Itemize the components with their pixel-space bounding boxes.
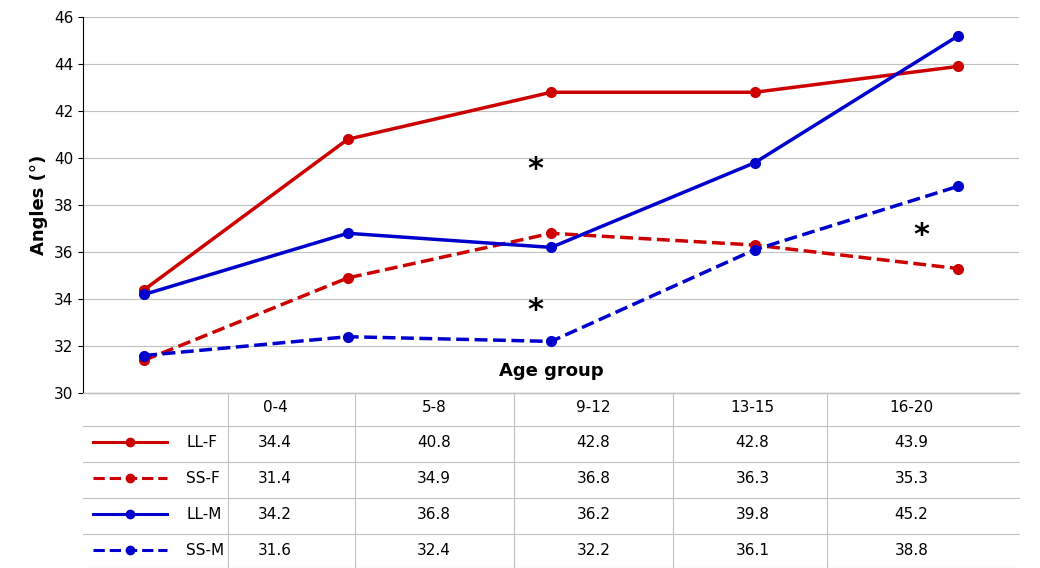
Text: 16-20: 16-20 bbox=[889, 400, 934, 415]
Text: 32.4: 32.4 bbox=[417, 542, 451, 558]
Text: 40.8: 40.8 bbox=[417, 435, 451, 450]
Text: *: * bbox=[913, 221, 930, 250]
Text: 34.4: 34.4 bbox=[258, 435, 292, 450]
Text: LL-F: LL-F bbox=[186, 435, 217, 450]
Text: 35.3: 35.3 bbox=[894, 471, 929, 486]
Text: 34.9: 34.9 bbox=[417, 471, 451, 486]
Text: 45.2: 45.2 bbox=[894, 507, 929, 521]
Text: 36.1: 36.1 bbox=[735, 542, 770, 558]
Text: *: * bbox=[527, 155, 543, 185]
Text: 42.8: 42.8 bbox=[576, 435, 610, 450]
Text: 5-8: 5-8 bbox=[422, 400, 446, 415]
Text: 31.4: 31.4 bbox=[258, 471, 292, 486]
Text: 32.2: 32.2 bbox=[576, 542, 610, 558]
Text: 13-15: 13-15 bbox=[730, 400, 775, 415]
Text: 43.9: 43.9 bbox=[894, 435, 929, 450]
Text: 36.3: 36.3 bbox=[735, 471, 770, 486]
Text: Age group: Age group bbox=[499, 362, 603, 380]
Text: SS-M: SS-M bbox=[186, 542, 225, 558]
Text: 9-12: 9-12 bbox=[576, 400, 610, 415]
Text: 38.8: 38.8 bbox=[894, 542, 929, 558]
Text: 36.2: 36.2 bbox=[576, 507, 610, 521]
Text: 39.8: 39.8 bbox=[735, 507, 770, 521]
Text: LL-M: LL-M bbox=[186, 507, 222, 521]
Text: 42.8: 42.8 bbox=[735, 435, 770, 450]
Text: SS-F: SS-F bbox=[186, 471, 219, 486]
Text: 34.2: 34.2 bbox=[258, 507, 292, 521]
Text: 0-4: 0-4 bbox=[263, 400, 287, 415]
Text: *: * bbox=[527, 296, 543, 325]
Text: 31.6: 31.6 bbox=[258, 542, 292, 558]
Y-axis label: Angles (°): Angles (°) bbox=[30, 155, 49, 255]
Text: 36.8: 36.8 bbox=[576, 471, 610, 486]
Text: 36.8: 36.8 bbox=[417, 507, 451, 521]
